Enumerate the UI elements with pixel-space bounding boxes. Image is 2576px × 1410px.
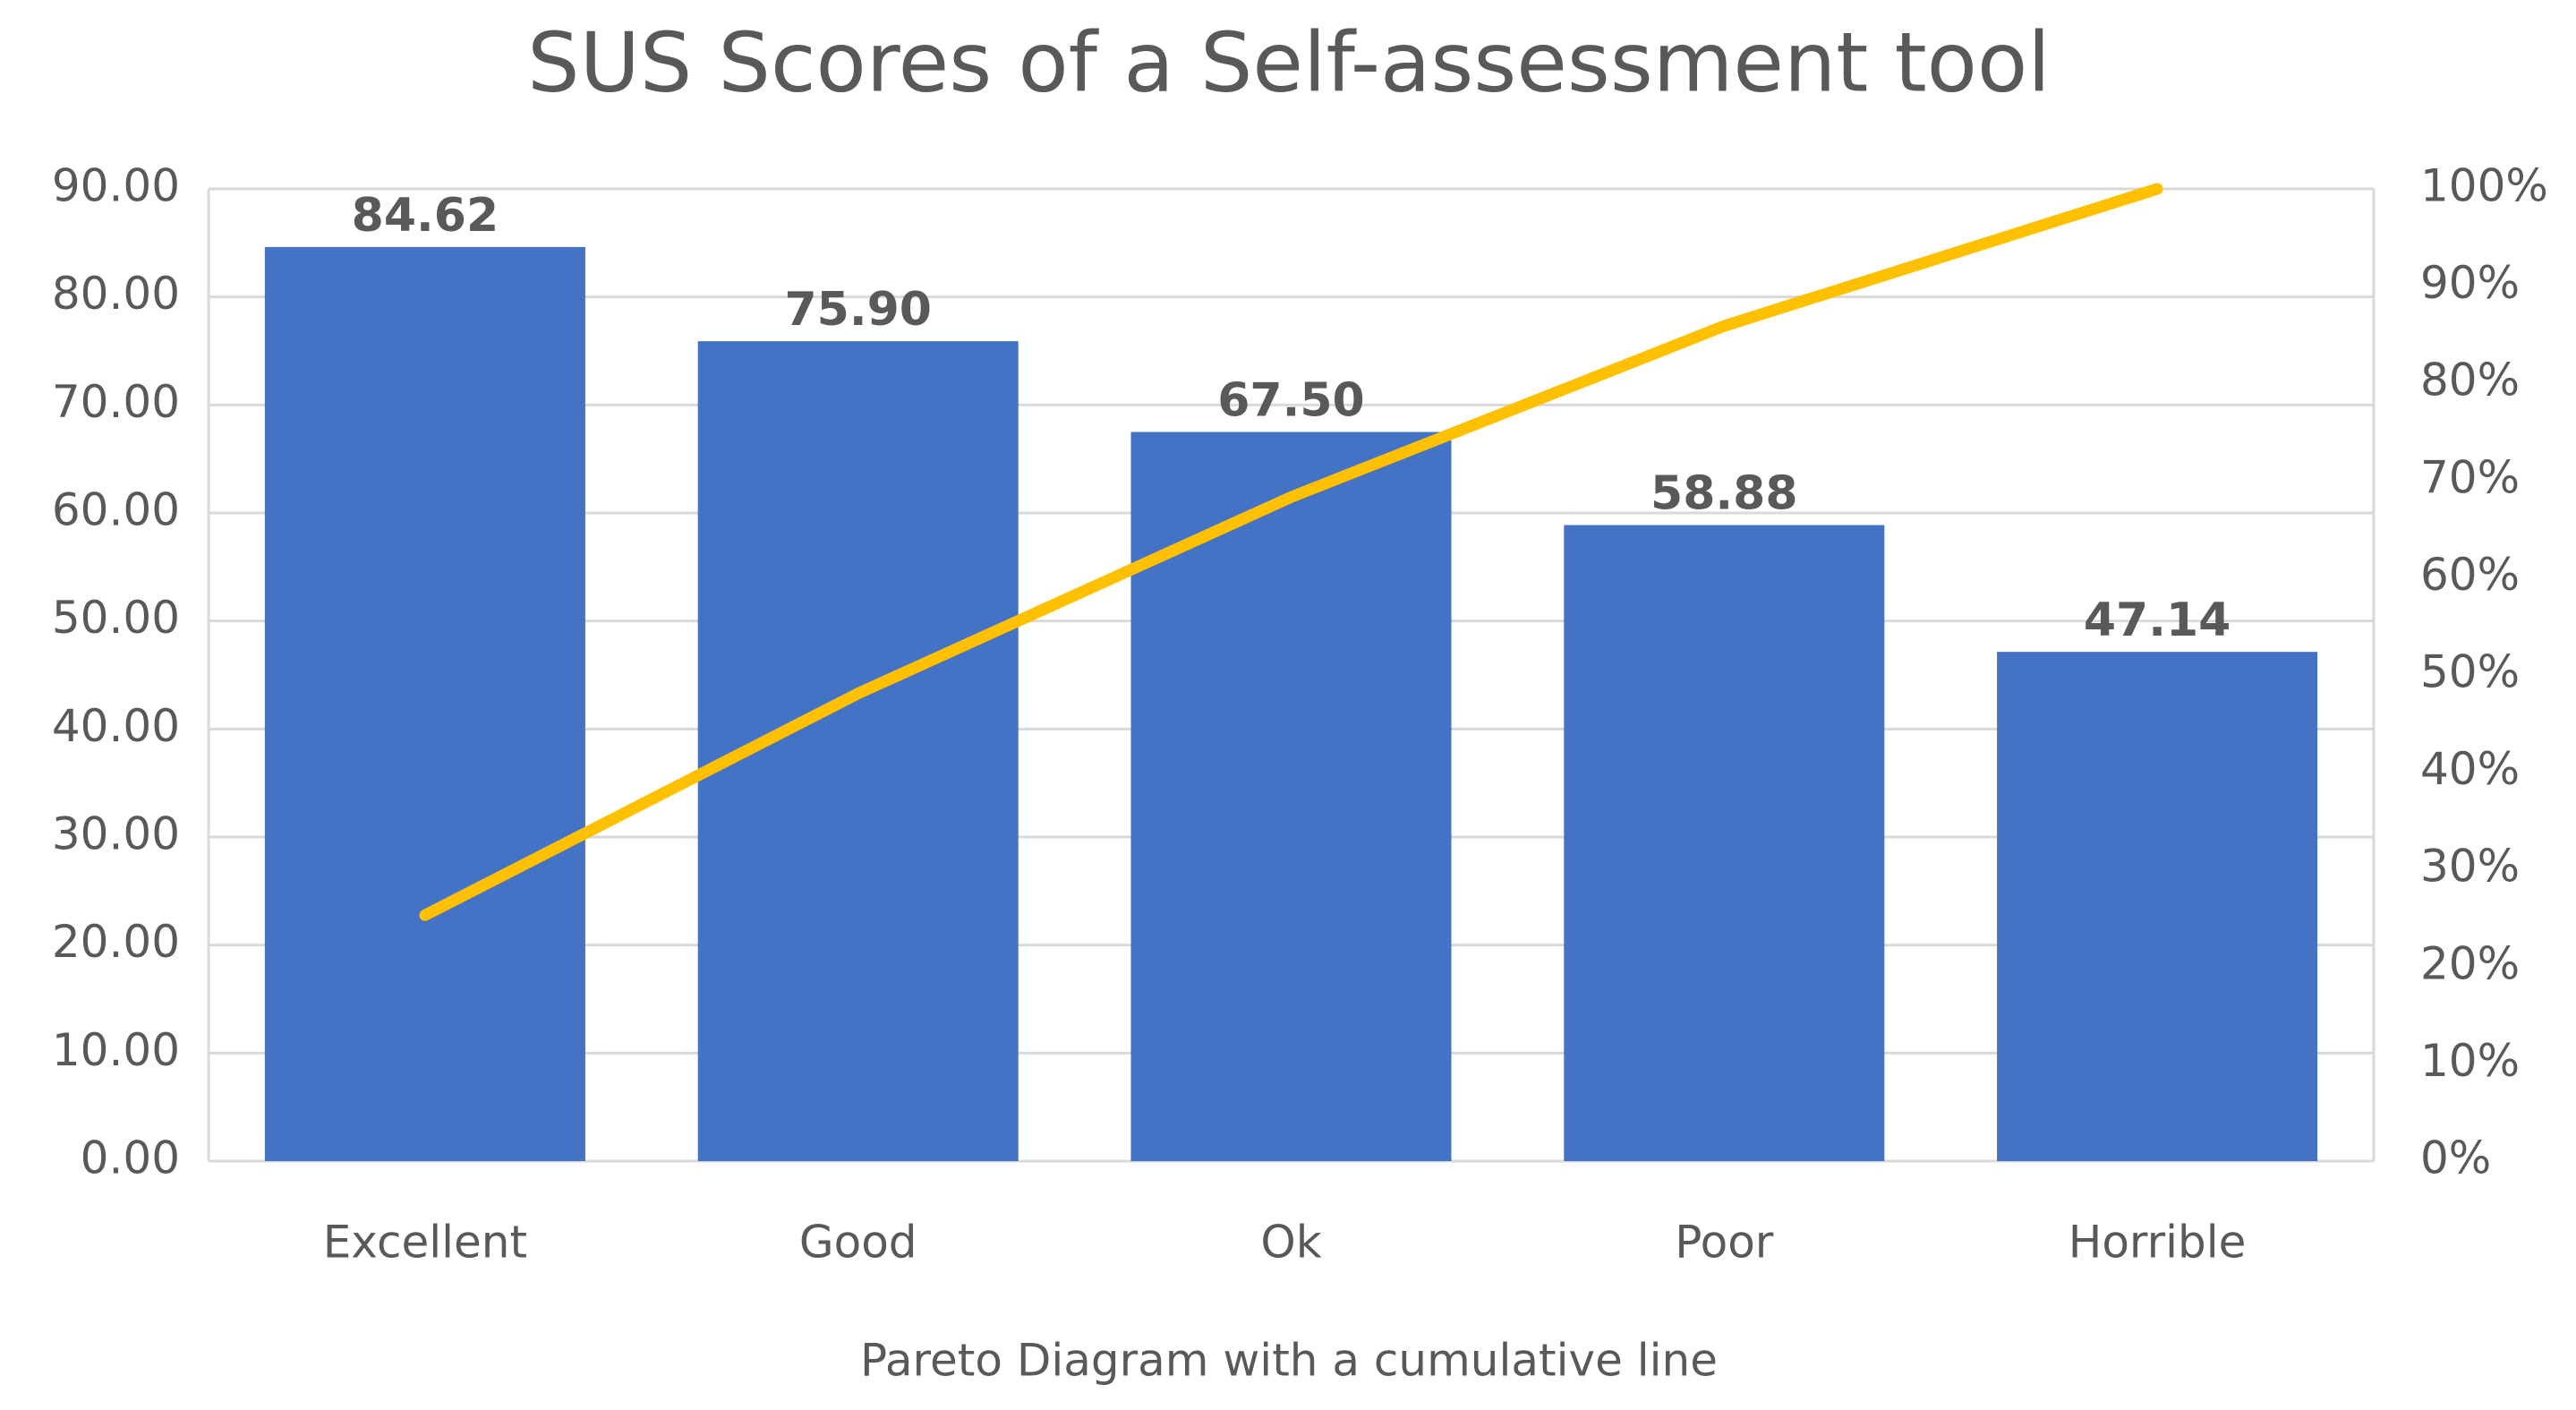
chart-title: SUS Scores of a Self-assessment tool [527,14,2051,110]
y-tick-label: 40.00 [52,700,180,752]
data-label: 47.14 [2084,594,2231,647]
y2-tick-label: 60% [2420,549,2520,601]
y2-tick-label: 30% [2420,841,2520,893]
x-tick-label: Excellent [323,1217,527,1269]
x-tick-label: Horrible [2068,1217,2247,1269]
y2-tick-label: 40% [2420,743,2520,795]
y2-tick-label: 0% [2420,1132,2491,1184]
bar [1564,525,1885,1161]
y2-tick-label: 70% [2420,451,2520,503]
cumulative-line [419,183,2163,921]
bar [1130,432,1452,1161]
y-tick-label: 0.00 [81,1132,180,1184]
data-label: 84.62 [352,189,499,243]
y-tick-label: 20.00 [52,916,180,968]
y2-tick-label: 50% [2420,646,2520,698]
y2-tick-label: 100% [2420,160,2548,212]
y-tick-label: 30.00 [52,808,180,860]
x-tick-label: Good [799,1217,917,1269]
y2-tick-label: 20% [2420,937,2520,989]
y-tick-label: 80.00 [52,268,180,320]
y-tick-label: 50.00 [52,592,180,644]
x-axis-title: Pareto Diagram with a cumulative line [860,1335,1718,1387]
y2-tick-label: 90% [2420,257,2520,309]
y-tick-label: 60.00 [52,484,180,536]
bar [264,246,585,1161]
y-tick-label: 10.00 [52,1024,180,1076]
data-label: 67.50 [1217,374,1364,428]
y-tick-label: 70.00 [52,376,180,428]
y-tick-label: 90.00 [52,160,180,212]
x-tick-label: Poor [1675,1217,1774,1269]
data-label: 58.88 [1651,467,1797,521]
bar [1997,652,2318,1161]
x-tick-label: Ok [1260,1217,1321,1269]
data-label: 75.90 [784,283,931,337]
y2-tick-label: 80% [2420,355,2520,406]
y2-tick-label: 10% [2420,1035,2520,1087]
